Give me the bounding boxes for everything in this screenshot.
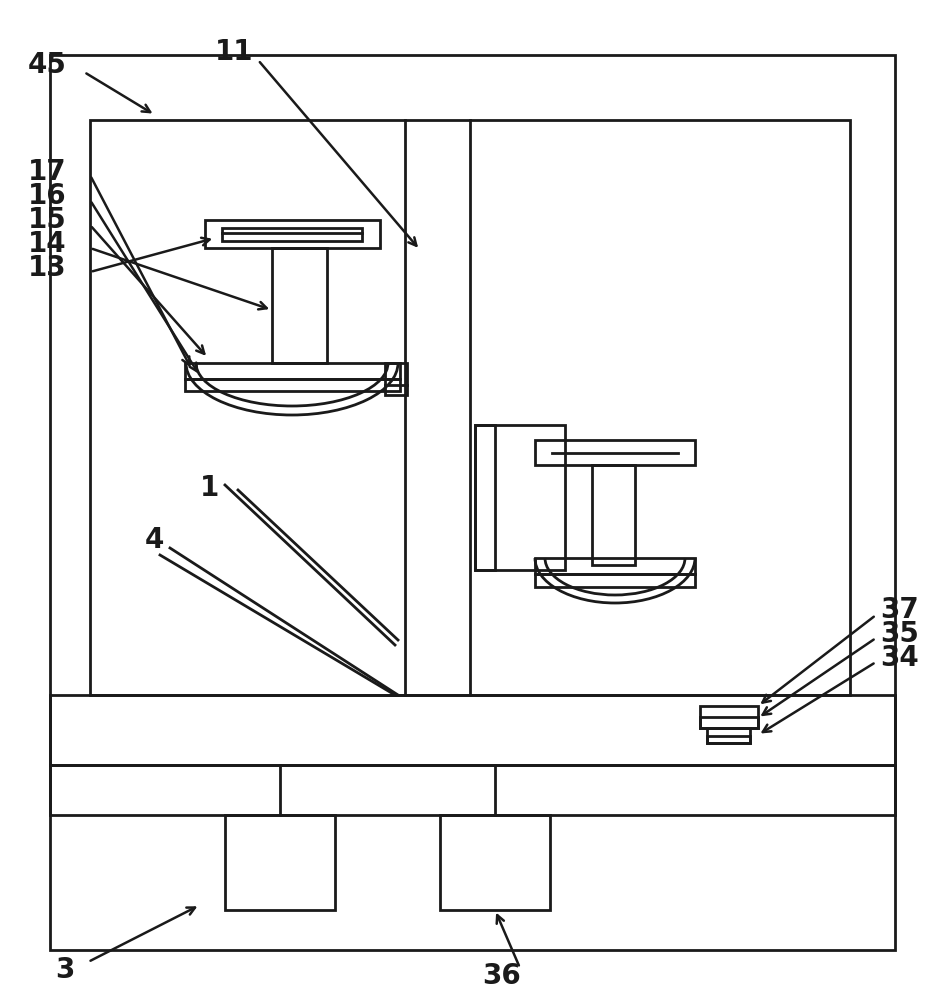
Bar	[440, 815, 550, 910]
Bar	[385, 363, 407, 395]
Text: 37: 37	[880, 596, 918, 624]
Bar	[222, 228, 362, 241]
Text: 14: 14	[28, 230, 67, 258]
Bar	[185, 379, 400, 391]
Bar	[50, 55, 895, 950]
Bar	[700, 717, 758, 728]
Bar	[535, 574, 695, 587]
Text: 16: 16	[28, 182, 67, 210]
Bar	[592, 465, 635, 565]
Text: 3: 3	[55, 956, 74, 984]
Text: 17: 17	[28, 158, 67, 186]
Bar	[707, 736, 750, 743]
Text: 1: 1	[200, 474, 219, 502]
Bar	[225, 815, 335, 910]
Bar	[475, 425, 495, 570]
Bar	[50, 695, 895, 765]
Bar	[272, 248, 327, 363]
Text: 11: 11	[215, 38, 253, 66]
Text: 13: 13	[28, 254, 67, 282]
Bar	[50, 765, 895, 815]
Bar	[707, 728, 750, 743]
Text: 35: 35	[880, 620, 919, 648]
Text: 36: 36	[482, 962, 521, 990]
Text: 15: 15	[28, 206, 67, 234]
Bar	[475, 425, 565, 570]
Bar	[185, 363, 400, 379]
Bar	[90, 120, 850, 695]
Text: 34: 34	[880, 644, 918, 672]
Bar	[700, 706, 758, 728]
Bar	[535, 440, 695, 465]
Text: 4: 4	[145, 526, 164, 554]
Bar	[535, 558, 695, 574]
Text: 45: 45	[28, 51, 67, 79]
Bar	[205, 220, 380, 248]
